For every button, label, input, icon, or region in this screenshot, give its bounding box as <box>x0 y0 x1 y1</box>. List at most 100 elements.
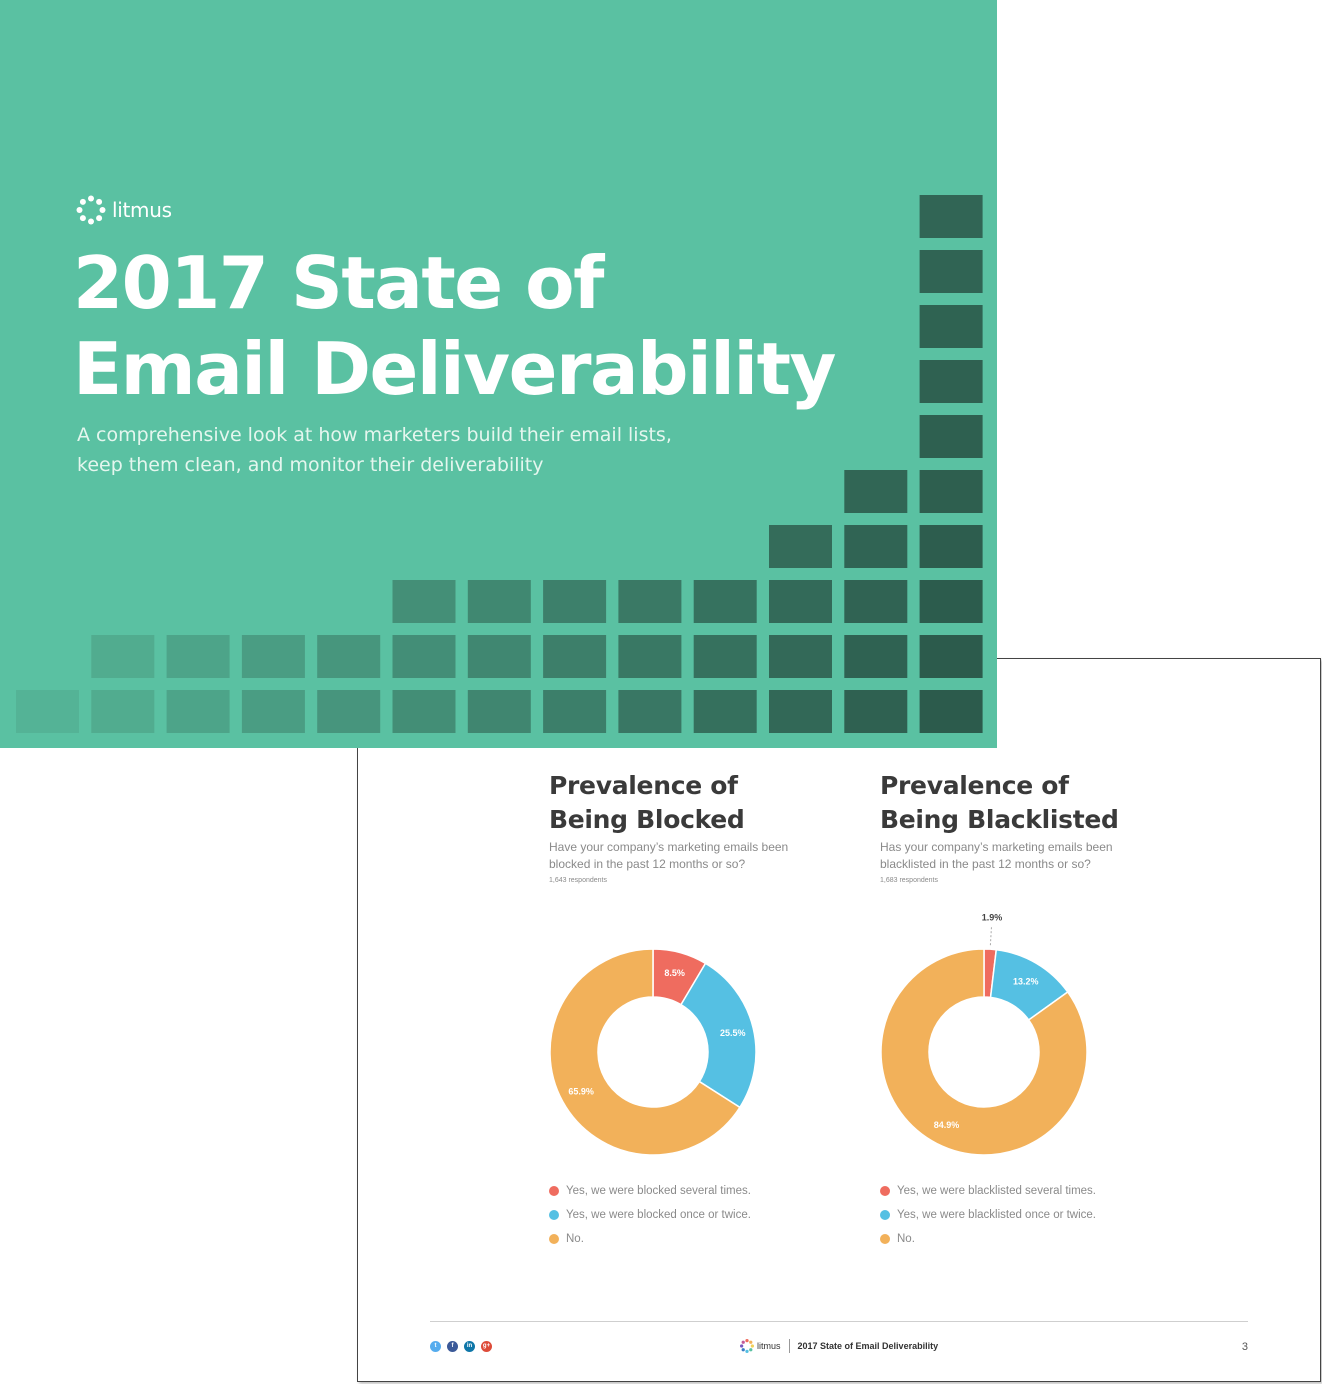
legend-item: Yes, we were blocked several times. <box>549 1179 751 1203</box>
decorative-tile <box>317 635 381 678</box>
decorative-tile <box>618 580 682 623</box>
decorative-tile-grid <box>16 195 983 733</box>
legend-item: No. <box>549 1227 751 1251</box>
decorative-tile <box>919 195 983 238</box>
facebook-icon[interactable]: f <box>447 1341 458 1352</box>
footer-logo-label: litmus <box>757 1341 781 1351</box>
data-label: 8.5% <box>664 968 685 978</box>
google-plus-icon[interactable]: g+ <box>481 1341 492 1352</box>
litmus-logo-icon <box>740 1339 754 1353</box>
footer-divider <box>430 1321 1248 1322</box>
data-label: 65.9% <box>568 1086 594 1096</box>
decorative-tile <box>769 580 832 623</box>
legend-dot <box>549 1210 559 1220</box>
decorative-tile <box>618 690 682 733</box>
footer-separator <box>788 1339 790 1353</box>
legend-dot <box>549 1186 559 1196</box>
decorative-tile <box>618 635 682 678</box>
decorative-tile <box>166 635 230 678</box>
legend-label: Yes, we were blacklisted several times. <box>897 1185 1096 1197</box>
blocked-question: Have your company’s marketing emails bee… <box>549 840 789 871</box>
blocked-chart-title: Prevalence of Being Blocked <box>549 769 839 837</box>
report-page: Prevalence of Being Blocked Have your co… <box>357 658 1321 1382</box>
legend-dot <box>880 1210 890 1220</box>
decorative-tile <box>543 635 607 678</box>
report-title: 2017 State of Email Deliverability <box>73 240 836 412</box>
legend-label: Yes, we were blacklisted once or twice. <box>897 1209 1097 1221</box>
page-number: 3 <box>1241 1341 1248 1353</box>
decorative-tile <box>919 305 983 348</box>
decorative-tile <box>543 580 607 623</box>
blocked-legend: Yes, we were blocked several times. Yes,… <box>549 1179 751 1251</box>
donut-slice <box>880 948 1088 1156</box>
decorative-tile <box>693 635 757 678</box>
blocked-donut-chart: 8.5% 25.5% 65.9% <box>549 948 757 1156</box>
decorative-tile <box>16 690 79 733</box>
callout-leader-line <box>989 927 992 946</box>
decorative-tile <box>919 690 983 733</box>
report-cover: litmus 2017 State of Email Deliverabilit… <box>0 0 997 748</box>
logo-label: litmus <box>112 198 172 222</box>
legend-item: Yes, we were blacklisted once or twice. <box>880 1203 1096 1227</box>
decorative-tile <box>919 580 983 623</box>
legend-label: No. <box>566 1233 584 1245</box>
blacklisted-question: Has your company’s marketing emails been… <box>880 840 1113 871</box>
report-subtitle-line-2: keep them clean, and monitor their deliv… <box>77 454 544 476</box>
blacklisted-respondents: 1,683 respondents <box>880 877 938 884</box>
decorative-tile <box>467 690 531 733</box>
report-subtitle: A comprehensive look at how marketers bu… <box>77 420 777 480</box>
blocked-panel: Prevalence of Being Blocked Have your co… <box>549 769 839 884</box>
twitter-icon[interactable]: t <box>430 1341 441 1352</box>
decorative-tile <box>844 635 908 678</box>
decorative-tile <box>241 690 305 733</box>
social-links: t f in g+ <box>430 1341 498 1352</box>
decorative-tile <box>769 525 832 568</box>
decorative-tile <box>241 635 305 678</box>
legend-label: Yes, we were blocked several times. <box>566 1185 751 1197</box>
decorative-tile <box>467 635 531 678</box>
decorative-tile <box>91 690 155 733</box>
linkedin-icon[interactable]: in <box>464 1341 475 1352</box>
decorative-tile <box>166 690 230 733</box>
report-subtitle-line-1: A comprehensive look at how marketers bu… <box>77 424 672 446</box>
litmus-logo: litmus <box>76 195 172 225</box>
decorative-tile <box>693 580 757 623</box>
decorative-tile <box>392 580 456 623</box>
decorative-tile <box>919 525 983 568</box>
blocked-respondents: 1,643 respondents <box>549 877 607 884</box>
decorative-tile <box>91 635 155 678</box>
blacklisted-title-line-1: Prevalence of <box>880 771 1069 800</box>
blocked-title-line-1: Prevalence of <box>549 771 738 800</box>
legend-item: Yes, we were blacklisted several times. <box>880 1179 1096 1203</box>
legend-dot <box>880 1234 890 1244</box>
donut-slice <box>679 962 757 1109</box>
legend-item: No. <box>880 1227 1096 1251</box>
data-label: 1.9% <box>982 912 1003 922</box>
report-title-line-2: Email Deliverability <box>73 327 836 411</box>
decorative-tile <box>844 470 908 513</box>
decorative-tile <box>543 690 607 733</box>
decorative-tile <box>844 580 908 623</box>
legend-dot <box>549 1234 559 1244</box>
decorative-tile <box>919 635 983 678</box>
decorative-tile <box>769 690 832 733</box>
data-label: 84.9% <box>934 1120 960 1130</box>
donut-slice <box>549 948 741 1156</box>
decorative-tile <box>467 580 531 623</box>
decorative-tile <box>317 690 381 733</box>
decorative-tile <box>844 690 908 733</box>
decorative-tile <box>919 470 983 513</box>
decorative-tile <box>392 690 456 733</box>
decorative-tile <box>693 690 757 733</box>
blocked-title-line-2: Being Blocked <box>549 805 745 834</box>
blacklisted-chart-title: Prevalence of Being Blacklisted <box>880 769 1170 837</box>
footer-title: 2017 State of Email Deliverability <box>797 1341 939 1351</box>
legend-item: Yes, we were blocked once or twice. <box>549 1203 751 1227</box>
blacklisted-panel: Prevalence of Being Blacklisted Has your… <box>880 769 1170 884</box>
decorative-tile <box>919 360 983 403</box>
footer-branding: litmus 2017 State of Email Deliverabilit… <box>740 1339 938 1353</box>
decorative-tile <box>919 415 983 458</box>
blacklisted-donut-chart: 1.9% 13.2% 84.9% <box>880 912 1088 1156</box>
legend-label: No. <box>897 1233 915 1245</box>
litmus-logo-icon <box>76 195 106 225</box>
